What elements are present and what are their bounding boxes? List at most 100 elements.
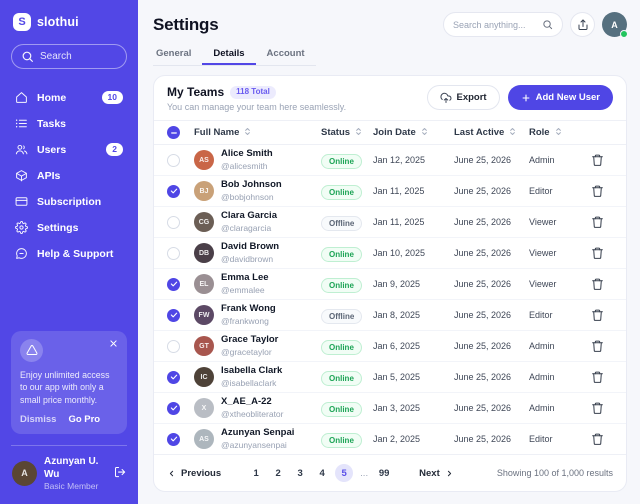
- tab-general[interactable]: General: [156, 48, 192, 59]
- row-checkbox[interactable]: [167, 246, 180, 260]
- close-icon[interactable]: [109, 339, 118, 348]
- user-handle: @azunyansenpai: [221, 439, 287, 450]
- page-button-5[interactable]: 5: [335, 464, 354, 482]
- sidebar-item-apis[interactable]: APIs: [11, 163, 127, 188]
- sidebar-item-label: Help & Support: [37, 247, 114, 260]
- delete-row-button[interactable]: [591, 246, 605, 261]
- table-row: BJ Bob Johnson @bobjohnson Online Jan 11, 20…: [154, 176, 626, 207]
- select-all-checkbox[interactable]: [167, 126, 180, 139]
- row-checkbox[interactable]: [167, 339, 180, 353]
- row-checkbox[interactable]: [167, 370, 180, 384]
- page-button-99[interactable]: 99: [375, 464, 393, 482]
- table-row: EL Emma Lee @emmalee Online Jan 9, 2025 June …: [154, 269, 626, 300]
- row-checkbox[interactable]: [167, 184, 180, 198]
- join-date: Jan 12, 2025: [373, 155, 426, 165]
- tab-details[interactable]: Details: [202, 48, 255, 65]
- status-badge: Online: [321, 184, 362, 201]
- profile-avatar[interactable]: A: [602, 12, 628, 38]
- row-checkbox[interactable]: [167, 215, 180, 229]
- sidebar-search-input[interactable]: [40, 51, 117, 62]
- sort-icon[interactable]: [554, 127, 563, 138]
- last-active: June 25, 2026: [454, 310, 512, 320]
- delete-row-button[interactable]: [591, 401, 605, 416]
- go-pro-button[interactable]: Go Pro: [68, 413, 101, 425]
- avatar: A: [12, 460, 37, 486]
- role: Editor: [529, 186, 553, 196]
- role: Admin: [529, 372, 555, 382]
- avatar: DB: [194, 243, 214, 263]
- chevron-right-icon: [447, 470, 451, 476]
- user-handle: @claragarcia: [221, 222, 272, 233]
- sidebar-item-users[interactable]: Users 2: [11, 137, 127, 162]
- delete-row-button[interactable]: [591, 277, 605, 292]
- delete-row-button[interactable]: [591, 184, 605, 199]
- row-checkbox[interactable]: [167, 308, 180, 322]
- user-cell: AS Alice Smith @alicesmith: [194, 148, 321, 172]
- user-name: Alice Smith: [221, 147, 273, 159]
- delete-row-button[interactable]: [591, 215, 605, 230]
- user-handle: @isabellaclark: [221, 377, 277, 388]
- delete-row-button[interactable]: [591, 153, 605, 168]
- share-button[interactable]: [570, 12, 595, 37]
- page-button-4[interactable]: 4: [313, 464, 331, 482]
- sort-icon[interactable]: [420, 127, 429, 138]
- row-checkbox[interactable]: [167, 401, 180, 415]
- page-ellipsis: ...: [360, 467, 369, 479]
- page-button-1[interactable]: 1: [247, 464, 265, 482]
- logout-icon[interactable]: [114, 466, 126, 480]
- my-teams-panel: My Teams 118 Total You can manage your t…: [153, 75, 627, 492]
- user-handle: @frankwong: [221, 315, 269, 326]
- sidebar-item-subscription[interactable]: Subscription: [11, 189, 127, 214]
- column-label: Last Active: [454, 127, 505, 138]
- previous-page-button[interactable]: Previous: [167, 468, 221, 479]
- add-new-user-button[interactable]: Add New User: [507, 85, 613, 110]
- delete-row-button[interactable]: [591, 370, 605, 385]
- sort-icon[interactable]: [354, 127, 363, 138]
- page-button-3[interactable]: 3: [291, 464, 309, 482]
- user-cell: EL Emma Lee @emmalee: [194, 272, 321, 296]
- results-summary: Showing 100 of 1,000 results: [496, 468, 613, 478]
- status-badge: Offline: [321, 308, 363, 325]
- delete-row-button[interactable]: [591, 308, 605, 323]
- user-name: Grace Taylor: [221, 333, 279, 345]
- join-date: Jan 6, 2025: [373, 341, 421, 351]
- last-active: June 25, 2026: [454, 434, 512, 444]
- status-badge: Online: [321, 401, 362, 418]
- delete-row-button[interactable]: [591, 339, 605, 354]
- sidebar-item-label: APIs: [37, 169, 61, 182]
- row-checkbox[interactable]: [167, 277, 180, 291]
- page-button-2[interactable]: 2: [269, 464, 287, 482]
- sidebar-item-settings[interactable]: Settings: [11, 215, 127, 240]
- sort-icon[interactable]: [243, 127, 252, 138]
- brand-logo-icon: S: [13, 13, 31, 31]
- avatar: CG: [194, 212, 214, 232]
- sidebar-item-tasks[interactable]: Tasks: [11, 111, 127, 136]
- export-button[interactable]: Export: [426, 85, 500, 110]
- global-search-input[interactable]: [453, 19, 538, 30]
- table-row: AS Alice Smith @alicesmith Online Jan 12, 20…: [154, 145, 626, 176]
- avatar: AS: [194, 150, 214, 170]
- sidebar-item-help-support[interactable]: Help & Support: [11, 241, 127, 266]
- pagination-bar: Previous 1 2 3 4 5... 99 Next Showing 100 of …: [154, 454, 626, 491]
- sort-icon[interactable]: [508, 127, 517, 138]
- tab-account[interactable]: Account: [266, 48, 305, 59]
- dismiss-button[interactable]: Dismiss: [20, 413, 57, 425]
- avatar: BJ: [194, 181, 214, 201]
- global-search[interactable]: [443, 12, 563, 37]
- user-name: Clara Garcia: [221, 209, 277, 221]
- sidebar-search[interactable]: [11, 44, 127, 69]
- column-header-full-name: Full Name: [194, 127, 321, 138]
- sidebar-item-home[interactable]: Home 10: [11, 85, 127, 110]
- export-label: Export: [456, 92, 487, 103]
- user-cell: GT Grace Taylor @gracetaylor: [194, 334, 321, 358]
- delete-row-button[interactable]: [591, 432, 605, 447]
- user-name: Azunyan U. Wu: [44, 455, 99, 480]
- table-row: DB David Brown @davidbrown Online Jan 10, 20…: [154, 238, 626, 269]
- next-page-button[interactable]: Next: [419, 468, 454, 479]
- role: Admin: [529, 341, 555, 351]
- row-checkbox[interactable]: [167, 432, 180, 446]
- user-cell: FW Frank Wong @frankwong: [194, 303, 321, 327]
- row-checkbox[interactable]: [167, 153, 180, 167]
- subscription-icon: [15, 195, 28, 208]
- user-name: Azunyan Senpai: [221, 426, 295, 438]
